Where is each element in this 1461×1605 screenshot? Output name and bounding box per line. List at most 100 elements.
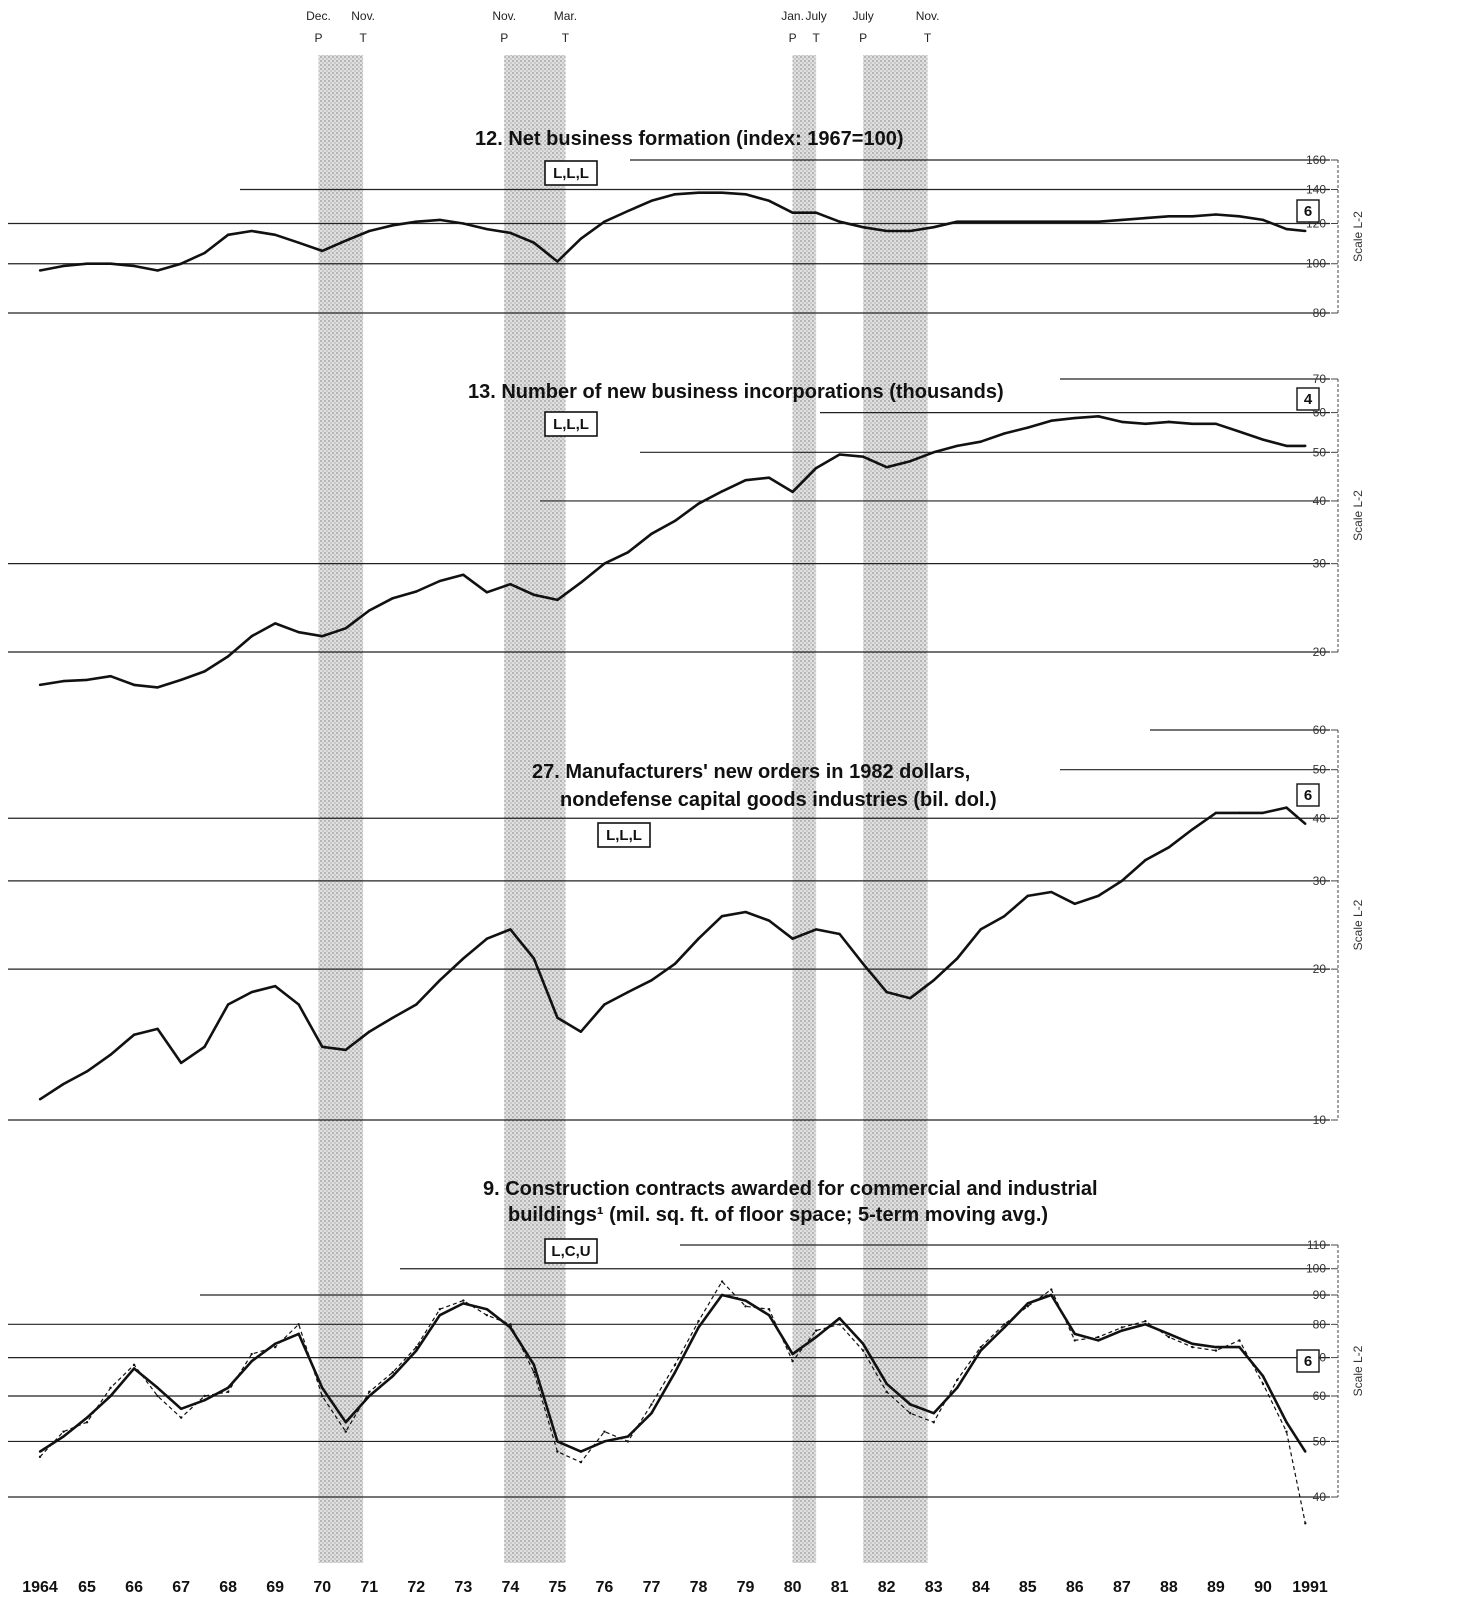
data-point [1050, 1293, 1053, 1297]
data-point [415, 590, 418, 593]
data-point [368, 609, 371, 612]
data-point [1097, 220, 1100, 223]
data-point [1214, 422, 1218, 425]
turning-point-type: T [924, 31, 932, 45]
data-point [744, 910, 747, 914]
series-line [39, 806, 1307, 1101]
y-tick-label: 50 [1313, 1434, 1327, 1448]
x-tick-label: 70 [313, 1579, 331, 1596]
data-point [485, 227, 489, 231]
data-point [861, 455, 865, 458]
data-point [1050, 220, 1053, 223]
scale-label: Scale L-2 [1351, 899, 1365, 950]
data-point [85, 262, 89, 265]
timing-box [597, 822, 651, 848]
data-point [156, 1394, 159, 1398]
data-point [556, 1440, 559, 1443]
data-point [650, 532, 653, 536]
data-point [1167, 1332, 1171, 1336]
data-point [1003, 915, 1006, 918]
data-point [1214, 1349, 1218, 1352]
data-point [1261, 218, 1265, 222]
x-tick-label: 84 [972, 1579, 990, 1596]
recession-shading [318, 55, 928, 1563]
data-point [767, 1308, 771, 1311]
data-point [85, 1070, 89, 1073]
chart-panel: 10 20 30 40 50 60 Scale L-2 27. Manufacturers' … [8, 723, 1365, 1127]
data-point [1120, 1326, 1124, 1329]
data-point [556, 1450, 559, 1453]
data-point [1238, 811, 1241, 815]
x-tick-label: 87 [1113, 1579, 1131, 1596]
timing-label: L,C,U [551, 1243, 590, 1260]
data-point [179, 1061, 183, 1065]
data-point [1144, 1323, 1147, 1326]
data-point [273, 233, 277, 237]
data-point [532, 593, 536, 597]
lag-box [1296, 783, 1320, 807]
data-point [179, 1407, 183, 1410]
lag-value: 6 [1304, 203, 1312, 220]
x-tick-label: 77 [643, 1579, 661, 1596]
data-point [603, 1003, 606, 1006]
data-point [344, 1048, 347, 1052]
data-point [626, 209, 630, 213]
turning-point-type: T [562, 31, 570, 45]
data-point [344, 627, 347, 630]
data-point [415, 1003, 418, 1006]
data-point [1304, 444, 1307, 448]
data-point [791, 937, 794, 940]
data-point [1073, 902, 1077, 906]
data-point [1144, 216, 1147, 220]
series-line [39, 1293, 1307, 1453]
data-point [156, 686, 159, 689]
data-point [109, 1053, 112, 1056]
data-point [650, 1403, 653, 1406]
data-point [62, 264, 65, 268]
y-tick-label: 10 [1313, 1113, 1327, 1127]
data-point [321, 1386, 324, 1390]
data-point [932, 1421, 935, 1424]
data-point [791, 1359, 794, 1363]
timing-label: L,L,L [553, 165, 589, 182]
data-point [532, 957, 536, 960]
y-tick-label: 40 [1313, 494, 1327, 508]
turning-point-month: Mar. [554, 9, 577, 23]
data-point [297, 1323, 300, 1326]
data-point [462, 1302, 465, 1305]
recession-band [318, 55, 364, 1563]
data-point [203, 1045, 206, 1048]
data-point [956, 220, 959, 223]
data-point [556, 598, 559, 602]
data-point [579, 1450, 583, 1453]
data-point [273, 1345, 277, 1349]
panel-title: 12. Net business formation (index: 1967=… [475, 128, 904, 150]
data-point [1073, 416, 1077, 420]
x-tick-label: 78 [690, 1579, 708, 1596]
data-point [415, 1349, 418, 1352]
data-point [1003, 1323, 1006, 1326]
data-point [38, 269, 42, 272]
scale-label: Scale L-2 [1351, 211, 1365, 262]
data-point [1261, 438, 1265, 441]
data-point [344, 1421, 347, 1424]
data-point [1097, 1339, 1100, 1342]
data-point [462, 957, 465, 960]
data-point [1026, 1302, 1029, 1305]
turning-point-type: T [359, 31, 367, 45]
data-point [814, 466, 818, 470]
data-point [1026, 1305, 1029, 1308]
data-point [1026, 894, 1029, 898]
turning-point-month: Nov. [351, 9, 375, 23]
data-point [885, 990, 888, 994]
data-point [532, 241, 536, 244]
data-point [1285, 1421, 1288, 1424]
data-point [203, 670, 206, 673]
data-point [932, 1411, 935, 1415]
x-tick-label: 68 [219, 1579, 237, 1596]
data-point [1144, 858, 1147, 862]
data-point [179, 262, 183, 265]
data-point [1304, 1450, 1307, 1453]
data-point [203, 251, 206, 255]
data-point [767, 1313, 771, 1317]
